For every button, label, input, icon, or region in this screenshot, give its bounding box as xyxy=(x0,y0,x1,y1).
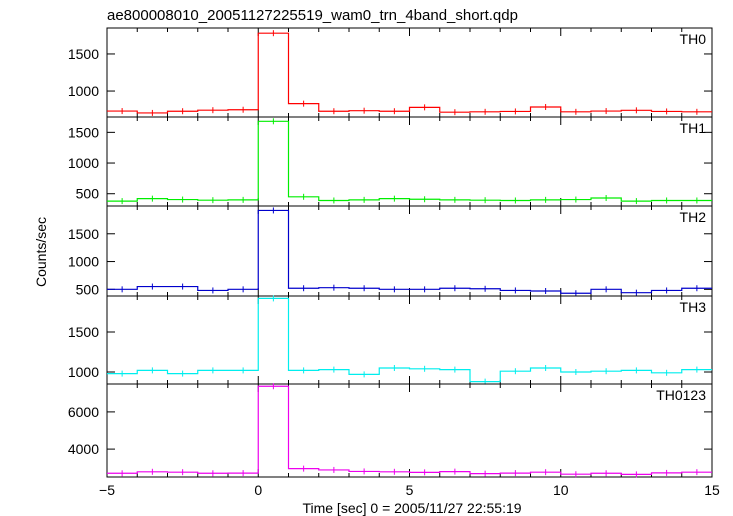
y-tick-label: 1500 xyxy=(68,226,99,242)
panel-label: TH2 xyxy=(680,209,707,225)
y-tick-label: 4000 xyxy=(68,441,99,457)
series-line-th0123 xyxy=(107,385,712,475)
panel-label: TH0 xyxy=(680,31,707,47)
series-line-th3 xyxy=(107,297,712,383)
panel-th3: 1000 1500 TH3 xyxy=(68,295,713,385)
y-tick-label: 1000 xyxy=(68,254,99,270)
series-line-th1 xyxy=(107,120,712,202)
panel-frame xyxy=(106,205,713,297)
y-tick-label: 500 xyxy=(76,281,100,297)
y-tick-label: 1500 xyxy=(68,324,99,340)
x-tick-label: 10 xyxy=(553,482,569,498)
y-tick-label: 1500 xyxy=(68,124,99,140)
y-tick-label: 1000 xyxy=(68,155,99,171)
x-axis-label: Time [sec] 0 = 2005/11/27 22:55:19 xyxy=(302,500,521,516)
y-tick-label: 1000 xyxy=(68,364,99,380)
panel-th1: 500 1000 1500 TH1 xyxy=(68,116,713,207)
y-tick-label: 6000 xyxy=(68,404,99,420)
y-tick-label: 1000 xyxy=(68,83,99,99)
panel-th0123: 4000 6000 TH0123 xyxy=(68,383,713,478)
panel-th0: 1000 1500 TH0 xyxy=(68,27,713,118)
series-line-th0 xyxy=(107,32,712,114)
panel-label: TH3 xyxy=(680,299,707,315)
chart-title: ae800008010_20051127225519_wam0_trn_4ban… xyxy=(107,7,518,24)
y-tick-label: 500 xyxy=(76,186,100,202)
panels: 1000 1500 TH0 500 1000 1500 TH1 500 1000 1500 TH2 1… xyxy=(68,27,720,498)
panel-label: TH0123 xyxy=(656,387,706,403)
x-tick-label: 5 xyxy=(406,482,414,498)
panel-frame xyxy=(106,383,713,478)
panel-label: TH1 xyxy=(680,120,707,136)
y-axis-label: Counts/sec xyxy=(33,217,49,287)
x-tick-label: 15 xyxy=(704,482,720,498)
panel-frame xyxy=(106,116,713,207)
panel-th2: 500 1000 1500 TH2 xyxy=(68,205,713,297)
series-line-th2 xyxy=(107,209,712,294)
panel-frame xyxy=(106,27,713,118)
x-tick-label: 0 xyxy=(254,482,262,498)
y-tick-label: 1500 xyxy=(68,46,99,62)
x-tick-label: −5 xyxy=(99,482,115,498)
